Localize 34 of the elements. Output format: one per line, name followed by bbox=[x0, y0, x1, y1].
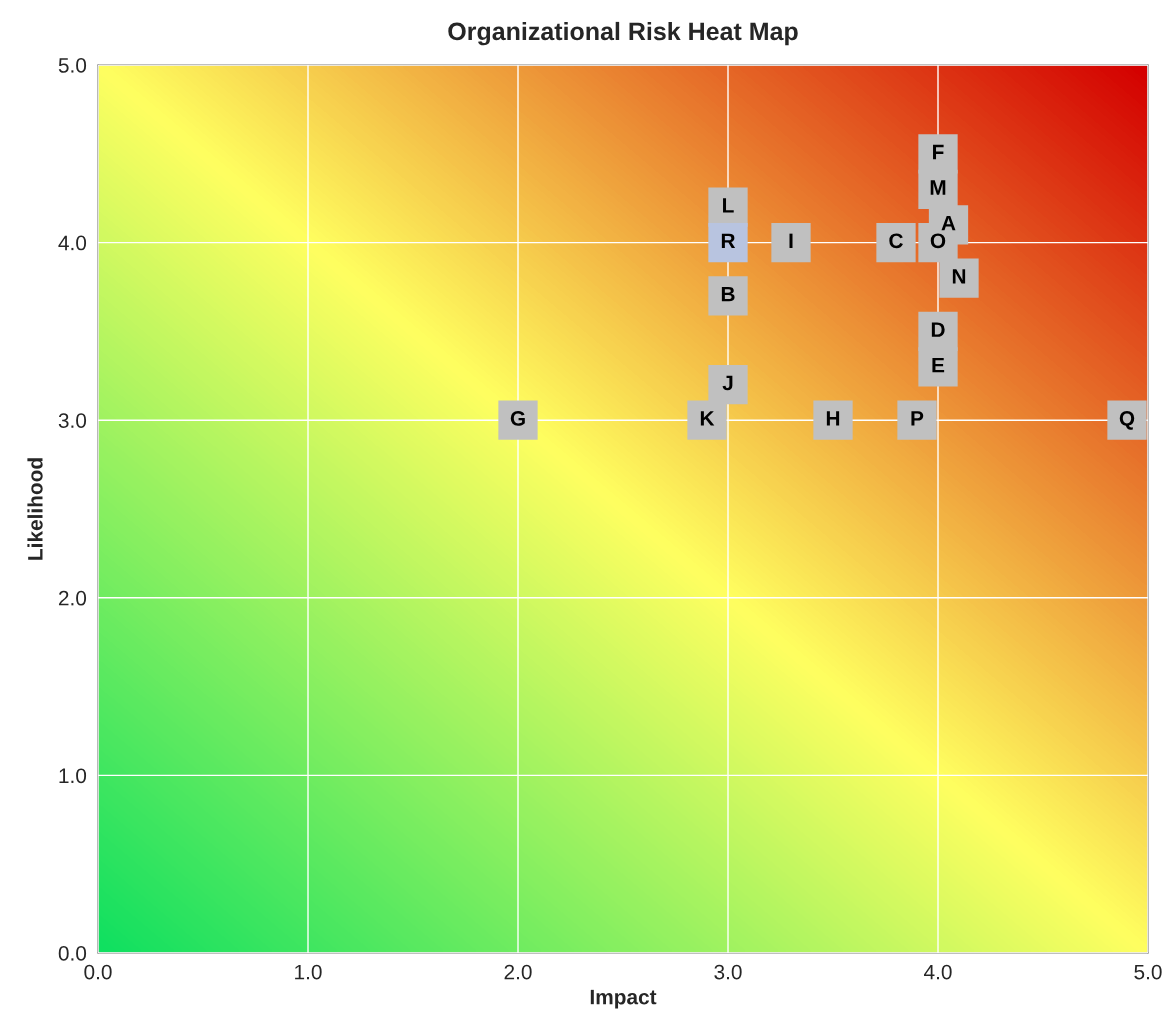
chart-title: Organizational Risk Heat Map bbox=[448, 21, 798, 46]
annotation: K bbox=[700, 411, 715, 426]
annotation: N bbox=[952, 269, 966, 284]
annotation: J bbox=[722, 375, 733, 391]
x-axis-title: Impact bbox=[590, 989, 657, 1009]
annotation: L bbox=[723, 198, 734, 213]
annotation: F bbox=[933, 144, 944, 160]
annotation: E bbox=[932, 357, 945, 373]
y-tick-label: 0.0 bbox=[58, 946, 87, 961]
x-tick-label: 5.0 bbox=[1134, 964, 1162, 980]
annotation: P bbox=[911, 411, 924, 426]
annotation: D bbox=[931, 322, 945, 337]
x-tick-label: 2.0 bbox=[504, 964, 532, 980]
x-tick-label: 1.0 bbox=[295, 964, 322, 980]
annotation: O bbox=[930, 233, 946, 249]
annotation: A bbox=[941, 215, 956, 231]
y-tick-label: 4.0 bbox=[58, 235, 87, 251]
annotation: G bbox=[510, 411, 525, 426]
point bbox=[771, 222, 811, 263]
annotation: H bbox=[826, 411, 840, 426]
y-tick-label: 5.0 bbox=[58, 58, 87, 73]
annotation: M bbox=[930, 180, 946, 195]
annotation: I bbox=[789, 233, 793, 248]
y-tick-label: 3.0 bbox=[58, 413, 87, 428]
annotation: R bbox=[721, 233, 736, 248]
y-tick-label: 2.0 bbox=[58, 590, 87, 606]
annotation: C bbox=[889, 233, 903, 249]
annotation: Q bbox=[1119, 411, 1135, 430]
y-tick-label: 1.0 bbox=[59, 768, 87, 784]
x-tick-label: 3.0 bbox=[714, 964, 742, 980]
x-tick-label: 4.0 bbox=[924, 964, 952, 980]
x-tick-label: 0.0 bbox=[84, 964, 112, 980]
annotation: B bbox=[721, 286, 735, 302]
y-axis-title: Likelihood bbox=[27, 458, 43, 560]
